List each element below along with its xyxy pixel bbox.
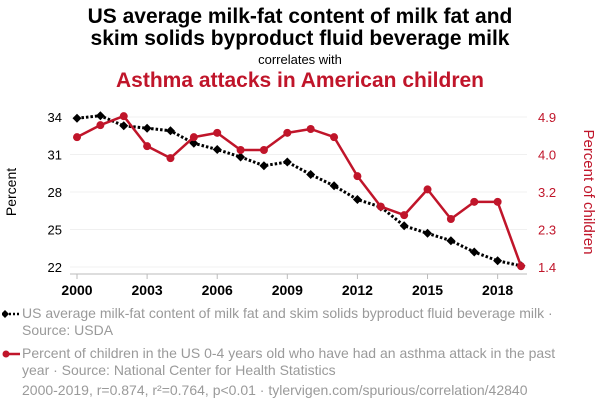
data-point-asthma — [376, 202, 385, 211]
y-tick-label-right: 3.2 — [538, 185, 556, 200]
data-point-asthma — [517, 262, 525, 271]
y-tick-label-left: 31 — [48, 148, 62, 163]
legend-label-asthma: Percent of children in the US 0-4 years … — [22, 345, 556, 378]
data-point-milkfat — [469, 247, 479, 257]
x-tick-label: 2003 — [132, 282, 163, 298]
y-tick-label-left: 25 — [48, 223, 62, 238]
data-point-milkfat — [72, 113, 82, 123]
legend-item-milkfat: US average milk-fat content of milk fat … — [2, 305, 582, 339]
data-point-asthma — [119, 112, 128, 121]
legend-item-asthma: Percent of children in the US 0-4 years … — [2, 345, 582, 379]
series-layer — [72, 111, 526, 271]
y-tick-label-left: 34 — [48, 110, 62, 125]
x-tick-label: 2000 — [61, 282, 92, 298]
data-point-asthma — [73, 133, 81, 142]
data-point-milkfat — [119, 121, 129, 131]
footer-stats: 2000-2019, r=0.874, r²=0.764, p<0.01 · t… — [22, 382, 528, 398]
data-point-milkfat — [306, 170, 316, 179]
axes: 22 25 28 31 34 1.4 2.3 3.2 4.0 4.9 2000 2003 2006 200… — [48, 110, 557, 298]
data-point-milkfat — [95, 111, 105, 121]
data-point-asthma — [236, 146, 245, 154]
chart-title-line2: skim solids byproduct fluid beverage mil… — [90, 27, 510, 50]
data-point-asthma — [330, 133, 339, 142]
data-point-milkfat — [282, 157, 292, 167]
data-point-milkfat — [352, 195, 362, 204]
y-axis-label-left: Percent — [3, 168, 19, 216]
y-tick-label-right: 1.4 — [538, 260, 556, 275]
data-point-asthma — [283, 128, 292, 137]
data-point-milkfat — [399, 221, 409, 231]
data-point-milkfat — [493, 256, 503, 266]
x-tick-label: 2012 — [342, 282, 373, 298]
chart-title-secondary: Asthma attacks in American children — [115, 69, 484, 92]
data-point-milkfat — [189, 138, 199, 148]
data-point-asthma — [353, 172, 362, 181]
y-tick-label-left: 28 — [48, 185, 62, 200]
data-point-asthma — [213, 128, 222, 137]
data-point-milkfat — [446, 236, 456, 246]
y-tick-label-left: 22 — [48, 260, 62, 275]
legend-marker-line-circle-icon — [2, 350, 20, 358]
legend-label-milkfat: US average milk-fat content of milk fat … — [22, 305, 553, 338]
x-tick-label: 2018 — [482, 282, 513, 298]
data-point-asthma — [143, 142, 152, 151]
gridlines — [70, 116, 527, 268]
data-point-asthma — [423, 185, 432, 194]
data-point-asthma — [166, 154, 175, 163]
y-axis-label-right: Percent of children — [580, 129, 597, 254]
data-point-milkfat — [212, 145, 222, 154]
data-point-milkfat — [423, 228, 433, 238]
x-tick-label: 2009 — [272, 282, 303, 298]
data-point-milkfat — [259, 161, 269, 171]
series-line-milkfat — [76, 114, 522, 268]
data-point-asthma — [306, 125, 315, 133]
data-point-milkfat — [329, 181, 339, 191]
data-point-asthma — [259, 146, 268, 154]
x-tick-label: 2015 — [412, 282, 443, 298]
data-point-milkfat — [165, 126, 175, 136]
data-point-milkfat — [236, 152, 246, 162]
series-line-asthma — [76, 114, 523, 267]
data-point-asthma — [400, 211, 409, 220]
y-tick-label-right: 2.3 — [538, 223, 556, 238]
data-point-asthma — [493, 197, 502, 206]
x-tick-label: 2006 — [202, 282, 233, 298]
data-point-asthma — [446, 215, 455, 223]
data-point-asthma — [470, 197, 479, 206]
chart-title: US average milk-fat content of milk fat … — [0, 6, 600, 50]
data-point-milkfat — [142, 123, 152, 133]
line-chart: 22 25 28 31 34 1.4 2.3 3.2 4.0 4.9 2000 2003 2006 200… — [3, 110, 597, 298]
chart-subtitle: correlates with — [258, 52, 342, 67]
data-point-asthma — [189, 133, 198, 142]
y-tick-label-right: 4.9 — [538, 110, 556, 125]
y-tick-label-right: 4.0 — [538, 148, 556, 163]
legend-marker-dotted-diamond-icon — [2, 310, 20, 318]
chart-title-line1: US average milk-fat content of milk fat … — [87, 5, 513, 28]
data-point-asthma — [96, 121, 105, 130]
